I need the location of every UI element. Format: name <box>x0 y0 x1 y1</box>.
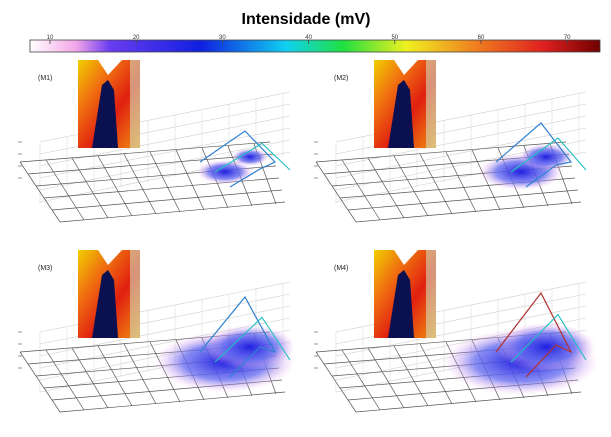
floor-line <box>19 351 61 413</box>
thermal-shape <box>98 250 122 265</box>
floor-line <box>175 149 205 211</box>
panel-label: (M3) <box>38 265 52 272</box>
surface <box>496 322 596 372</box>
wireframe <box>214 142 291 173</box>
floor-line <box>71 157 109 219</box>
floor-line <box>347 189 579 211</box>
grid-line <box>39 281 291 333</box>
floor-line <box>445 151 477 213</box>
grid-line <box>335 115 587 167</box>
title: Intensidade (mV) <box>242 11 371 28</box>
grid-line <box>39 103 291 155</box>
floor-line <box>45 349 85 411</box>
panel-label: (M1) <box>38 75 52 82</box>
thermal-edge <box>130 60 140 148</box>
colorbar-tick-label: 30 <box>219 35 226 41</box>
floor-line <box>355 391 582 413</box>
floor-line <box>51 189 283 211</box>
floor-line <box>123 153 157 215</box>
floor-line <box>19 161 61 223</box>
floor-line <box>123 343 157 405</box>
wireframe <box>199 130 277 188</box>
surface <box>205 325 295 369</box>
thermal-shape <box>388 270 414 338</box>
colorbar-tick-label: 70 <box>564 35 571 41</box>
panel-label: (M2) <box>334 75 348 82</box>
wireframe <box>510 137 587 173</box>
floor-line <box>315 141 567 163</box>
floor-line <box>59 201 286 223</box>
thermal-shape <box>388 80 414 148</box>
grid-line <box>39 305 291 357</box>
thermal-edge <box>426 250 436 338</box>
wireframe <box>199 295 277 378</box>
floor-line <box>419 153 453 215</box>
floor-line <box>367 157 405 219</box>
panel-label: (M4) <box>334 265 348 272</box>
floor-line <box>149 151 181 213</box>
floor-line <box>97 155 133 217</box>
thermal-shape <box>98 60 122 75</box>
thermal-shape <box>92 80 118 148</box>
floor-line <box>59 391 286 413</box>
wireframe <box>495 122 573 188</box>
floor-line <box>367 347 405 409</box>
floor-line <box>97 345 133 407</box>
thermal-shape <box>92 270 118 338</box>
floor-line <box>71 347 109 409</box>
surface <box>232 148 268 166</box>
thermal-shape <box>394 250 418 265</box>
wireframe <box>495 291 573 378</box>
floor-line <box>355 201 582 223</box>
floor-line <box>19 141 271 163</box>
colorbar-tick-label: 10 <box>47 35 54 41</box>
colorbar-tick-label: 20 <box>133 35 140 41</box>
floor-line <box>393 155 429 217</box>
surface <box>197 160 253 184</box>
thermal-edge <box>130 250 140 338</box>
thermal-shape <box>394 60 418 75</box>
floor-line <box>341 349 381 411</box>
surface <box>519 143 573 171</box>
grid-line <box>335 305 587 357</box>
floor-line <box>315 351 357 413</box>
floor-line <box>43 177 280 199</box>
floor-line <box>45 159 85 221</box>
colorbar <box>29 39 601 53</box>
wireframe <box>510 313 587 363</box>
grid-line <box>39 91 291 143</box>
grid-line <box>335 91 587 143</box>
floor-line <box>341 159 381 221</box>
floor-line <box>393 345 429 407</box>
colorbar-tick-label: 40 <box>305 35 312 41</box>
floor-line <box>419 343 453 405</box>
grid-line <box>39 115 291 167</box>
floor-line <box>315 161 357 223</box>
colorbar-tick-label: 60 <box>478 35 485 41</box>
thermal-edge <box>426 60 436 148</box>
wireframe <box>214 316 291 363</box>
colorbar-tick-label: 50 <box>391 35 398 41</box>
